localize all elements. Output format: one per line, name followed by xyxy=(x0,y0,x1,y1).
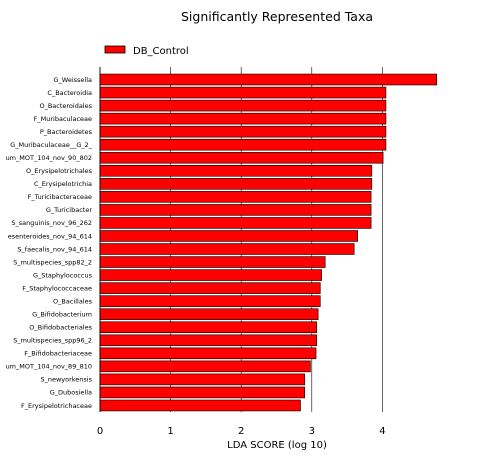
bar-s-multispecies-spp96-2 xyxy=(99,334,318,347)
bar-g-weissella xyxy=(99,73,438,86)
legend: DB_Control xyxy=(104,45,189,57)
category-label: F_Muribaculaceae xyxy=(34,115,92,123)
category-label: G_Muribaculaceae__G_2_ xyxy=(10,141,93,149)
category-label: C_Erysipelotrichia xyxy=(34,180,92,188)
bar-p-bacteroidetes xyxy=(99,125,387,138)
category-label: G_Dubosiella xyxy=(50,389,92,397)
bar-g-dubosiella xyxy=(99,386,306,399)
bar-f-muribaculaceae xyxy=(99,112,387,125)
category-label: F_Staphylococcaceae xyxy=(22,284,92,292)
bar-g-muribaculaceae-g-2 xyxy=(99,138,387,151)
bar-s-faecalis-nov-94-614 xyxy=(99,243,355,255)
category-label: esenteroides_nov_94_614 xyxy=(8,232,92,240)
category-label: P_Bacteroidetes xyxy=(40,128,93,136)
category-label: F_Bifidobacteriaceae xyxy=(24,350,92,358)
bar-um-mot-104-nov-89-810 xyxy=(99,360,311,373)
category-label: S_newyorkensis xyxy=(40,376,92,384)
bar-o-erysipelotrichales xyxy=(99,165,373,177)
x-tick-label: 2 xyxy=(238,426,244,437)
bar-f-bifidobacteriaceae xyxy=(99,347,317,360)
bar-c-bacteroidia xyxy=(99,86,387,99)
bar-o-bacteroidales xyxy=(99,99,387,112)
legend-label: DB_Control xyxy=(133,46,189,57)
bar-esenteroides-nov-94-614 xyxy=(99,230,358,242)
category-label: S_faecalis_nov_94_614 xyxy=(17,245,92,253)
category-label: G_Weissella xyxy=(53,76,92,84)
bar-f-erysipelotrichaceae xyxy=(99,399,301,412)
x-tick-label: 1 xyxy=(167,426,173,437)
bar-um-mot-104-nov-90-802 xyxy=(99,151,384,164)
bar-f-staphylococcaceae xyxy=(99,282,321,294)
category-label: O_Bacteroidales xyxy=(39,102,92,110)
category-label: G_Turicibacter xyxy=(46,206,92,214)
category-label: F_Erysipelotrichaceae xyxy=(21,402,92,410)
bar-g-bifidobacterium xyxy=(99,308,319,320)
bar-c-erysipelotrichia xyxy=(99,178,373,190)
bar-f-turicibacteraceae xyxy=(99,191,372,203)
category-label: G_Bifidobacterium xyxy=(32,311,92,319)
category-label: G_Staphylococcus xyxy=(33,271,93,279)
category-label: O_Bifidobacteriales xyxy=(29,324,92,332)
category-label: S_sanguinis_nov_96_262 xyxy=(11,219,92,227)
category-label: O_Bacillales xyxy=(53,297,93,305)
category-label: C_Bacteroidia xyxy=(47,89,92,97)
plot-area: 0 1 2 3 4 G_Weissella C_Bacteroidia O_Bacteroid… xyxy=(6,67,438,437)
x-tick-label: 3 xyxy=(309,426,315,437)
bar-g-turicibacter xyxy=(99,204,372,216)
bar-o-bacillales xyxy=(99,295,321,307)
bar-s-newyorkensis xyxy=(99,373,306,386)
x-tick-label: 4 xyxy=(379,426,385,437)
bar-g-staphylococcus xyxy=(99,269,322,281)
category-label: S_multispecies_spp82_2 xyxy=(13,258,92,266)
category-label: S_multispecies_spp96_2 xyxy=(13,337,92,345)
x-tick-label: 0 xyxy=(97,426,103,437)
x-axis-label: LDA SCORE (log 10) xyxy=(227,440,327,451)
bar-s-sanguinis-nov-96-262 xyxy=(99,217,372,229)
bar-s-multispecies-spp82-2 xyxy=(99,256,326,268)
legend-swatch xyxy=(104,45,126,54)
bar-o-bifidobacteriales xyxy=(99,321,318,334)
category-label: F_Turicibacteraceae xyxy=(28,193,92,201)
category-label: um_MOT_104_nov_90_802 xyxy=(6,154,92,162)
category-label: um_MOT_104_nov_89_810 xyxy=(6,363,92,371)
chart-title: Significantly Represented Taxa xyxy=(181,9,373,24)
category-label: O_Erysipelotrichales xyxy=(26,167,93,175)
